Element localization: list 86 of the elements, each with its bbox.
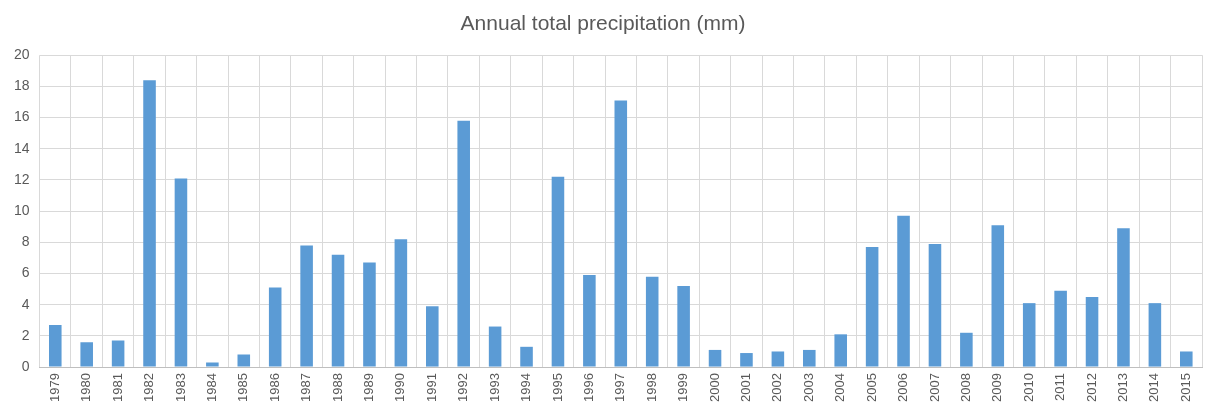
x-tick-label: 1997 [612,373,628,402]
bar [363,262,376,367]
bar [834,334,847,367]
bar [614,100,628,367]
x-tick-label: 1991 [423,373,439,402]
bar [1117,228,1130,367]
y-tick-label: 4 [21,295,30,312]
x-tick-label: 1988 [329,373,345,402]
x-tick-label: 2015 [1177,373,1193,402]
x-tick-label: 2008 [957,373,973,402]
x-tick-label: 2005 [863,373,879,402]
x-tick-label: 1986 [266,373,282,402]
bar [1085,296,1099,367]
bar [520,346,533,367]
bar [771,351,785,367]
y-tick-label: 2 [21,326,30,343]
bar [1180,351,1193,367]
x-tick-label: 2003 [800,373,816,402]
y-tick-label: 12 [13,170,30,187]
x-tick-label: 1983 [172,373,188,402]
x-tick-label: 2012 [1083,373,1099,402]
x-tick-label: 1999 [675,373,691,402]
chart-title: Annual total precipitation (mm) [460,11,746,35]
x-tick-label: 2011 [1052,373,1068,402]
bar [457,120,470,367]
y-tick-label: 10 [13,202,30,218]
x-tick-label: 1989 [361,373,377,402]
x-tick-label: 1980 [78,373,94,402]
bar [645,276,659,367]
x-tick-label: 2007 [926,373,942,402]
x-tick-label: 1993 [486,373,502,402]
x-tick-label: 2010 [1020,373,1036,402]
x-tick-label: 1985 [235,373,251,402]
x-tick-label: 1979 [46,373,62,402]
bar [740,353,753,367]
x-tick-label: 2009 [989,373,1005,402]
y-tick-label: 16 [13,108,30,125]
bar [331,254,345,367]
bar [111,340,125,367]
bar [426,306,439,367]
x-tick-label: 1996 [580,373,596,402]
x-tick-label: 1984 [203,373,219,402]
bar [803,349,816,367]
bar [237,354,251,367]
bar [583,275,596,367]
x-tick-label: 1981 [109,373,125,402]
y-tick-label: 14 [13,139,30,156]
bar [677,285,690,367]
x-tick-label: 2002 [769,373,785,402]
bar [551,176,565,367]
bar [1022,303,1036,367]
x-tick-label: 1987 [298,373,314,402]
x-tick-label: 2006 [895,373,911,402]
x-tick-label: 1994 [518,373,534,402]
x-tick-label: 1992 [455,373,471,402]
bar [865,247,879,367]
bar [80,342,93,367]
bar [300,245,313,367]
bar [897,215,910,367]
bar [206,362,219,367]
bar [708,349,722,367]
x-tick-label: 1998 [643,373,659,402]
bar [394,239,408,367]
bar [268,287,282,367]
x-tick-label: 1995 [549,373,565,402]
bar [174,178,188,367]
x-tick-label: 2000 [706,373,722,402]
x-tick-label: 2001 [738,373,754,402]
bar [928,243,942,367]
y-tick-label: 18 [13,77,30,94]
bar [49,324,62,367]
x-tick-label: 1990 [392,373,408,402]
bar [991,225,1005,367]
y-tick-label: 20 [13,46,30,63]
bar [1054,290,1067,367]
bar [960,332,973,367]
x-tick-label: 2014 [1146,373,1162,402]
y-tick-label: 8 [21,233,30,250]
bar [143,80,156,367]
bar [488,326,502,367]
y-tick-label: 6 [21,264,30,281]
y-tick-label: 0 [21,357,30,374]
x-tick-label: 2013 [1115,373,1131,402]
x-tick-label: 2004 [832,373,848,402]
x-tick-label: 1982 [141,373,157,402]
bar [1148,303,1162,367]
